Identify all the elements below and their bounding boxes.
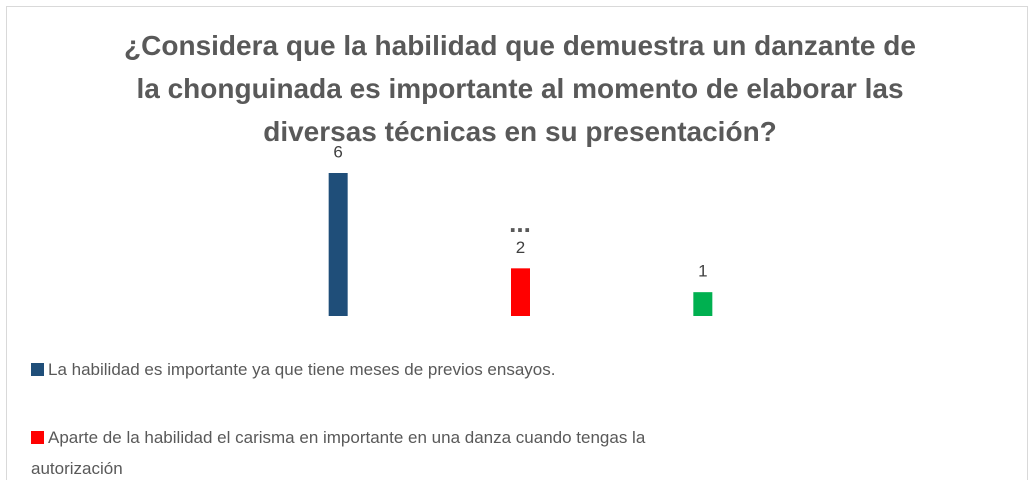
data-label: 2 xyxy=(516,238,525,257)
bar xyxy=(511,268,530,316)
bar xyxy=(693,292,713,316)
legend-label: La habilidad es importante ya que tiene … xyxy=(48,360,556,379)
bar xyxy=(328,173,348,316)
legend-swatch xyxy=(31,363,44,376)
data-label: 6 xyxy=(333,142,342,161)
legend-entry: La habilidad es importante ya que tiene … xyxy=(31,354,651,385)
legend-swatch xyxy=(31,431,44,444)
data-label: 1 xyxy=(698,262,707,281)
legend-label: Aparte de la habilidad el carisma en imp… xyxy=(31,428,646,478)
title-overflow: ... xyxy=(509,208,531,238)
legend-entry: Aparte de la habilidad el carisma en imp… xyxy=(31,422,651,480)
chart-frame xyxy=(6,6,1028,480)
chart-title: ¿Considera que la habilidad que demuestr… xyxy=(124,30,916,147)
